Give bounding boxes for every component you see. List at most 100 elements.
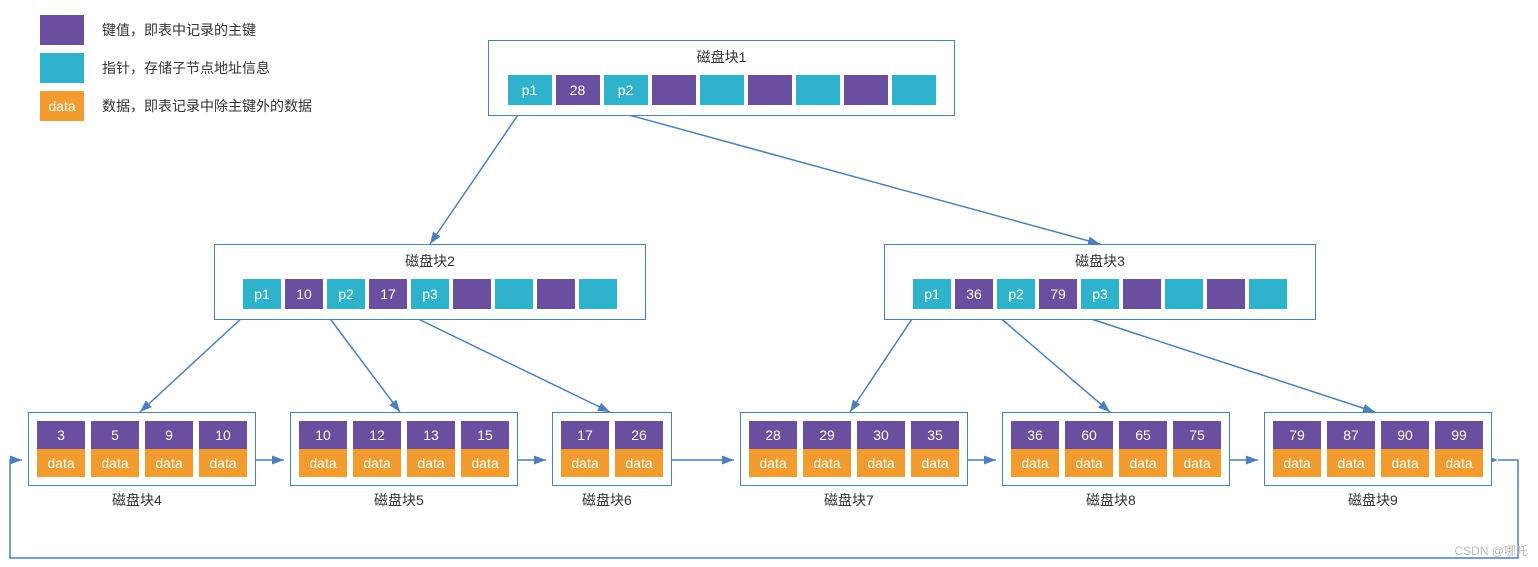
block-title: 磁盘块2 bbox=[215, 245, 645, 279]
legend-swatch-key bbox=[40, 15, 84, 45]
leaf-data-cell: data bbox=[199, 449, 247, 477]
leaf-col: 36data bbox=[1011, 421, 1059, 477]
leaf-col: 9data bbox=[145, 421, 193, 477]
leaf-key-cell: 3 bbox=[37, 421, 85, 449]
block-title: 磁盘块3 bbox=[885, 245, 1315, 279]
leaf-col: 10data bbox=[199, 421, 247, 477]
pointer-cell bbox=[1165, 279, 1203, 309]
leaf-data-cell: data bbox=[1381, 449, 1429, 477]
arrow-line bbox=[140, 316, 244, 412]
leaf-block: 28data29data30data35data bbox=[740, 412, 968, 486]
pointer-cell: p2 bbox=[327, 279, 365, 309]
leaf-cols: 28data29data30data35data bbox=[749, 421, 959, 477]
leaf-block: 10data12data13data15data bbox=[290, 412, 518, 486]
leaf-key-cell: 35 bbox=[911, 421, 959, 449]
key-cell: 36 bbox=[955, 279, 993, 309]
leaf-col: 5data bbox=[91, 421, 139, 477]
leaf-block: 79data87data90data99data bbox=[1264, 412, 1492, 486]
leaf-key-cell: 26 bbox=[615, 421, 663, 449]
legend-row-data: data 数据，即表记录中除主键外的数据 bbox=[40, 91, 312, 121]
disk-block-1: 磁盘块1 p128p2 bbox=[488, 40, 955, 116]
leaf-data-cell: data bbox=[1327, 449, 1375, 477]
leaf-key-cell: 28 bbox=[749, 421, 797, 449]
leaf-col: 28data bbox=[749, 421, 797, 477]
leaf-key-cell: 10 bbox=[199, 421, 247, 449]
leaf-data-cell: data bbox=[407, 449, 455, 477]
leaf-col: 30data bbox=[857, 421, 905, 477]
key-cell bbox=[453, 279, 491, 309]
leaf-col: 26data bbox=[615, 421, 663, 477]
leaf-data-cell: data bbox=[1119, 449, 1167, 477]
pointer-cell bbox=[495, 279, 533, 309]
leaf-key-cell: 13 bbox=[407, 421, 455, 449]
leaf-col: 60data bbox=[1065, 421, 1113, 477]
leaf-data-cell: data bbox=[1065, 449, 1113, 477]
leaf-data-cell: data bbox=[353, 449, 401, 477]
leaf-col: 35data bbox=[911, 421, 959, 477]
legend-swatch-pointer bbox=[40, 53, 84, 83]
leaf-cols: 17data26data bbox=[561, 421, 663, 477]
key-cell bbox=[748, 75, 792, 105]
leaf-col: 15data bbox=[461, 421, 509, 477]
leaf-data-cell: data bbox=[461, 449, 509, 477]
leaf-col: 99data bbox=[1435, 421, 1483, 477]
leaf-data-cell: data bbox=[803, 449, 851, 477]
leaf-data-cell: data bbox=[1011, 449, 1059, 477]
arrow-line bbox=[328, 316, 400, 412]
leaf-cols: 10data12data13data15data bbox=[299, 421, 509, 477]
leaf-col: 29data bbox=[803, 421, 851, 477]
leaf-key-cell: 17 bbox=[561, 421, 609, 449]
pointer-cell bbox=[1249, 279, 1287, 309]
leaf-key-cell: 36 bbox=[1011, 421, 1059, 449]
leaf-data-cell: data bbox=[1173, 449, 1221, 477]
cells-row: p110p217p3 bbox=[215, 279, 645, 319]
leaf-data-cell: data bbox=[561, 449, 609, 477]
legend: 键值，即表中记录的主键 指针，存储子节点地址信息 data 数据，即表记录中除主… bbox=[40, 15, 312, 129]
leaf-label: 磁盘块9 bbox=[1348, 490, 1398, 510]
leaf-key-cell: 65 bbox=[1119, 421, 1167, 449]
leaf-key-cell: 90 bbox=[1381, 421, 1429, 449]
leaf-data-cell: data bbox=[299, 449, 347, 477]
leaf-col: 10data bbox=[299, 421, 347, 477]
leaf-key-cell: 12 bbox=[353, 421, 401, 449]
leaf-data-cell: data bbox=[1435, 449, 1483, 477]
legend-swatch-text: data bbox=[48, 98, 75, 114]
leaf-key-cell: 5 bbox=[91, 421, 139, 449]
pointer-cell: p3 bbox=[411, 279, 449, 309]
pointer-cell: p2 bbox=[997, 279, 1035, 309]
disk-block-2: 磁盘块2 p110p217p3 bbox=[214, 244, 646, 320]
key-cell bbox=[537, 279, 575, 309]
key-cell bbox=[652, 75, 696, 105]
arrow-line bbox=[1082, 316, 1375, 412]
leaf-cols: 79data87data90data99data bbox=[1273, 421, 1483, 477]
leaf-key-cell: 87 bbox=[1327, 421, 1375, 449]
key-cell: 28 bbox=[556, 75, 600, 105]
leaf-key-cell: 10 bbox=[299, 421, 347, 449]
leaf-key-cell: 79 bbox=[1273, 421, 1321, 449]
leaf-label: 磁盘块8 bbox=[1086, 490, 1136, 510]
leaf-col: 3data bbox=[37, 421, 85, 477]
leaf-key-cell: 15 bbox=[461, 421, 509, 449]
pointer-cell: p2 bbox=[604, 75, 648, 105]
arrow-line bbox=[412, 316, 610, 412]
leaf-key-cell: 99 bbox=[1435, 421, 1483, 449]
cells-row: p136p279p3 bbox=[885, 279, 1315, 319]
pointer-cell: p1 bbox=[913, 279, 951, 309]
pointer-cell bbox=[892, 75, 936, 105]
arrow-line bbox=[430, 112, 520, 244]
leaf-col: 12data bbox=[353, 421, 401, 477]
leaf-label: 磁盘块4 bbox=[112, 490, 162, 510]
leaf-key-cell: 29 bbox=[803, 421, 851, 449]
legend-label-pointer: 指针，存储子节点地址信息 bbox=[102, 58, 270, 78]
leaf-data-cell: data bbox=[615, 449, 663, 477]
key-cell bbox=[1123, 279, 1161, 309]
watermark: CSDN @哪吒 bbox=[1454, 542, 1528, 559]
leaf-key-cell: 30 bbox=[857, 421, 905, 449]
arrow-line bbox=[850, 316, 914, 412]
leaf-col: 65data bbox=[1119, 421, 1167, 477]
arrow-group bbox=[10, 112, 1518, 558]
disk-block-3: 磁盘块3 p136p279p3 bbox=[884, 244, 1316, 320]
leaf-data-cell: data bbox=[145, 449, 193, 477]
leaf-block: 3data5data9data10data bbox=[28, 412, 256, 486]
leaf-col: 75data bbox=[1173, 421, 1221, 477]
